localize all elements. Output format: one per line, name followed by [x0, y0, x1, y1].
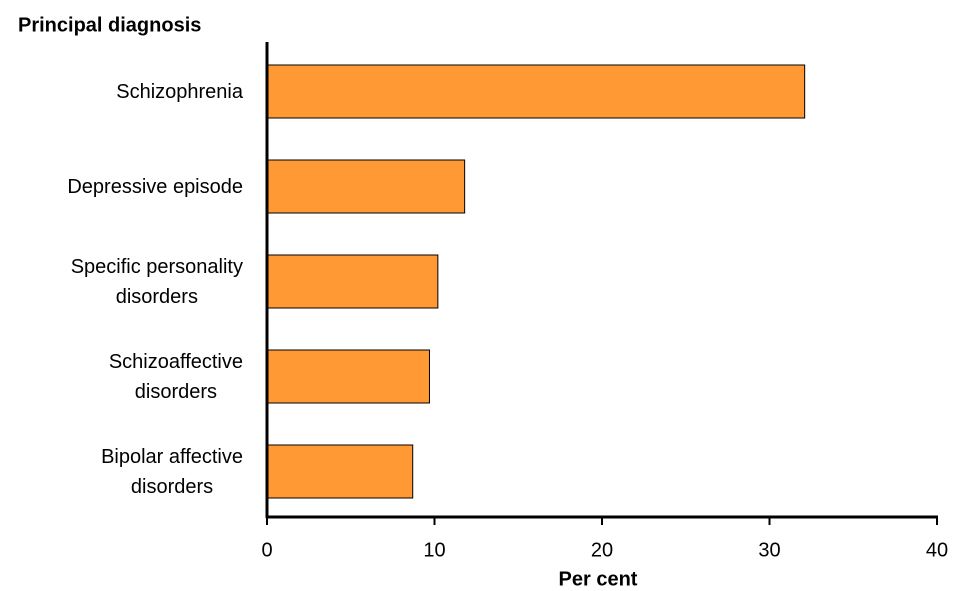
bar: [266, 64, 806, 119]
x-tick-label: 30: [758, 539, 780, 561]
x-tick-label: 40: [926, 539, 948, 561]
bar: [266, 159, 466, 214]
y-tick-label: Depressive episode: [67, 175, 243, 198]
y-tick-label: Specific personality disorders: [70, 255, 243, 308]
y-tick-label: Schizoaffective disorders: [108, 350, 243, 403]
y-tick-label: Bipolar affective disorders: [101, 445, 243, 498]
bar: [266, 349, 430, 404]
y-axis-title: Principal diagnosis: [18, 14, 201, 36]
bar: [266, 444, 414, 499]
y-tick-label: Schizophrenia: [116, 80, 243, 103]
x-axis-title: Per cent: [559, 568, 638, 590]
bar: [266, 254, 439, 309]
x-tick-label: 0: [261, 539, 272, 561]
x-tick-label: 20: [591, 539, 613, 561]
x-tick-label: 10: [423, 539, 445, 561]
